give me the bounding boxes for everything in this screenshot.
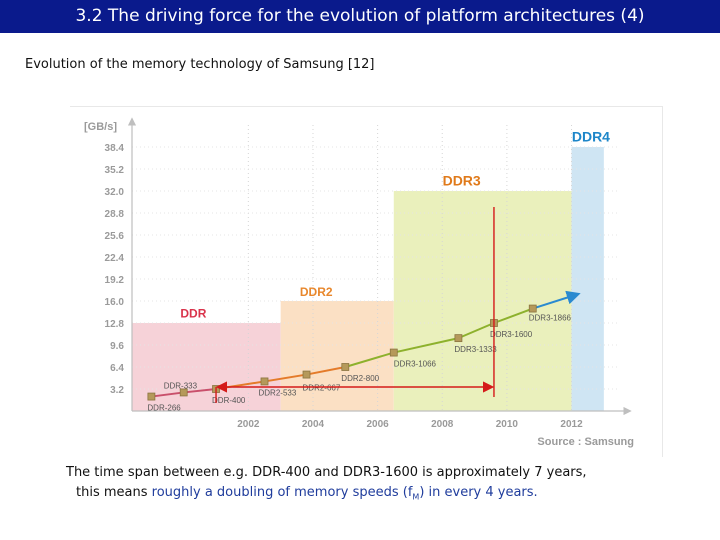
- data-label-ddr-266: DDR-266: [147, 404, 181, 413]
- zone-label-ddr: DDR: [180, 307, 206, 321]
- y-tick-label: 32.0: [105, 187, 125, 198]
- data-label-ddr3-1066: DDR3-1066: [394, 360, 437, 369]
- data-point-ddr2-533: [260, 377, 269, 386]
- zone-ddr3: [393, 191, 572, 411]
- series-segment-ddr3: [493, 307, 534, 324]
- y-tick-label: 35.2: [105, 165, 125, 176]
- zone-label-ddr4: DDR4: [572, 129, 610, 145]
- x-tick-label: 2012: [560, 419, 583, 430]
- explanation-highlight-text: roughly a doubling of memory speeds (f: [151, 485, 413, 500]
- series-segment-ddr4: [532, 290, 581, 310]
- data-label-ddr3-1600: DDR3-1600: [490, 330, 533, 339]
- y-tick-label: 19.2: [105, 275, 125, 286]
- data-label-ddr2-533: DDR2-533: [259, 388, 297, 397]
- y-axis-label: [GB/s]: [84, 121, 117, 133]
- slide-title: 3.2 The driving force for the evolution …: [0, 0, 720, 33]
- series-segment-ddr3: [345, 351, 395, 368]
- zone-label-ddr3: DDR3: [443, 173, 481, 189]
- zone-ddr2: [280, 301, 394, 411]
- explanation-line-1: The time span between e.g. DDR-400 and D…: [66, 465, 587, 480]
- y-tick-label: 9.6: [110, 341, 124, 352]
- source-label: Source : Samsung: [537, 436, 634, 448]
- series-segment-ddr3: [393, 337, 459, 354]
- zone-label-ddr2: DDR2: [300, 285, 333, 299]
- data-label-ddr-333: DDR-333: [164, 381, 198, 390]
- y-tick-label: 28.8: [105, 209, 125, 220]
- y-tick-label: 3.2: [110, 385, 124, 396]
- series-segment-ddr: [151, 391, 184, 398]
- x-tick-label: 2004: [302, 419, 325, 430]
- explanation-highlight: roughly a doubling of memory speeds (fM)…: [151, 485, 538, 502]
- y-tick-label: 25.6: [105, 231, 125, 242]
- series-segment-ddr3: [458, 322, 495, 340]
- x-tick-label: 2010: [496, 419, 519, 430]
- data-label-ddr-400: DDR-400: [212, 396, 246, 405]
- series-segment-ddr2: [306, 366, 346, 376]
- memory-evolution-chart: 3.2 6.4 9.6 12.8 16.0 19.2 22.4 25.6 28.8 32.0 35.…: [70, 106, 663, 457]
- data-point-ddr3-1066: [389, 348, 398, 357]
- chart-caption-title: Evolution of the memory technology of Sa…: [25, 57, 375, 72]
- y-tick-label: 22.4: [105, 253, 125, 264]
- data-label-ddr2-667: DDR2-667: [303, 384, 341, 393]
- y-tick-label: 38.4: [105, 143, 125, 154]
- data-point-ddr2-667: [302, 370, 311, 379]
- explanation-highlight-end: ) in every 4 years.: [419, 485, 538, 500]
- data-point-ddr2-800: [341, 363, 350, 371]
- data-point-ddr3-1866: [528, 304, 537, 313]
- data-label-ddr3-1866: DDR3-1866: [529, 314, 572, 323]
- data-label-ddr2-800: DDR2-800: [341, 374, 379, 383]
- chart-svg: 3.2 6.4 9.6 12.8 16.0 19.2 22.4 25.6 28.8 32.0 35.…: [84, 117, 634, 448]
- y-tick-label: 12.8: [105, 319, 125, 330]
- explanation-subscript: M: [412, 492, 420, 502]
- data-point-ddr-266: [147, 392, 156, 401]
- data-point-ddr3-1333: [454, 334, 463, 343]
- data-point-ddr-333: [179, 388, 188, 397]
- y-tick-label: 6.4: [110, 363, 124, 374]
- x-tick-label: 2002: [237, 419, 260, 430]
- explanation-plain: this means: [76, 485, 148, 500]
- series-segment-ddr: [183, 388, 217, 394]
- data-label-ddr3-1333: DDR3-1333: [454, 345, 497, 354]
- x-tick-label: 2008: [431, 419, 454, 430]
- y-tick-label: 16.0: [105, 297, 125, 308]
- x-tick-label: 2006: [366, 419, 389, 430]
- explanation-line-2: this means roughly a doubling of memory …: [66, 483, 587, 508]
- explanation-text: The time span between e.g. DDR-400 and D…: [66, 463, 587, 508]
- series-segment-ddr2: [264, 373, 307, 383]
